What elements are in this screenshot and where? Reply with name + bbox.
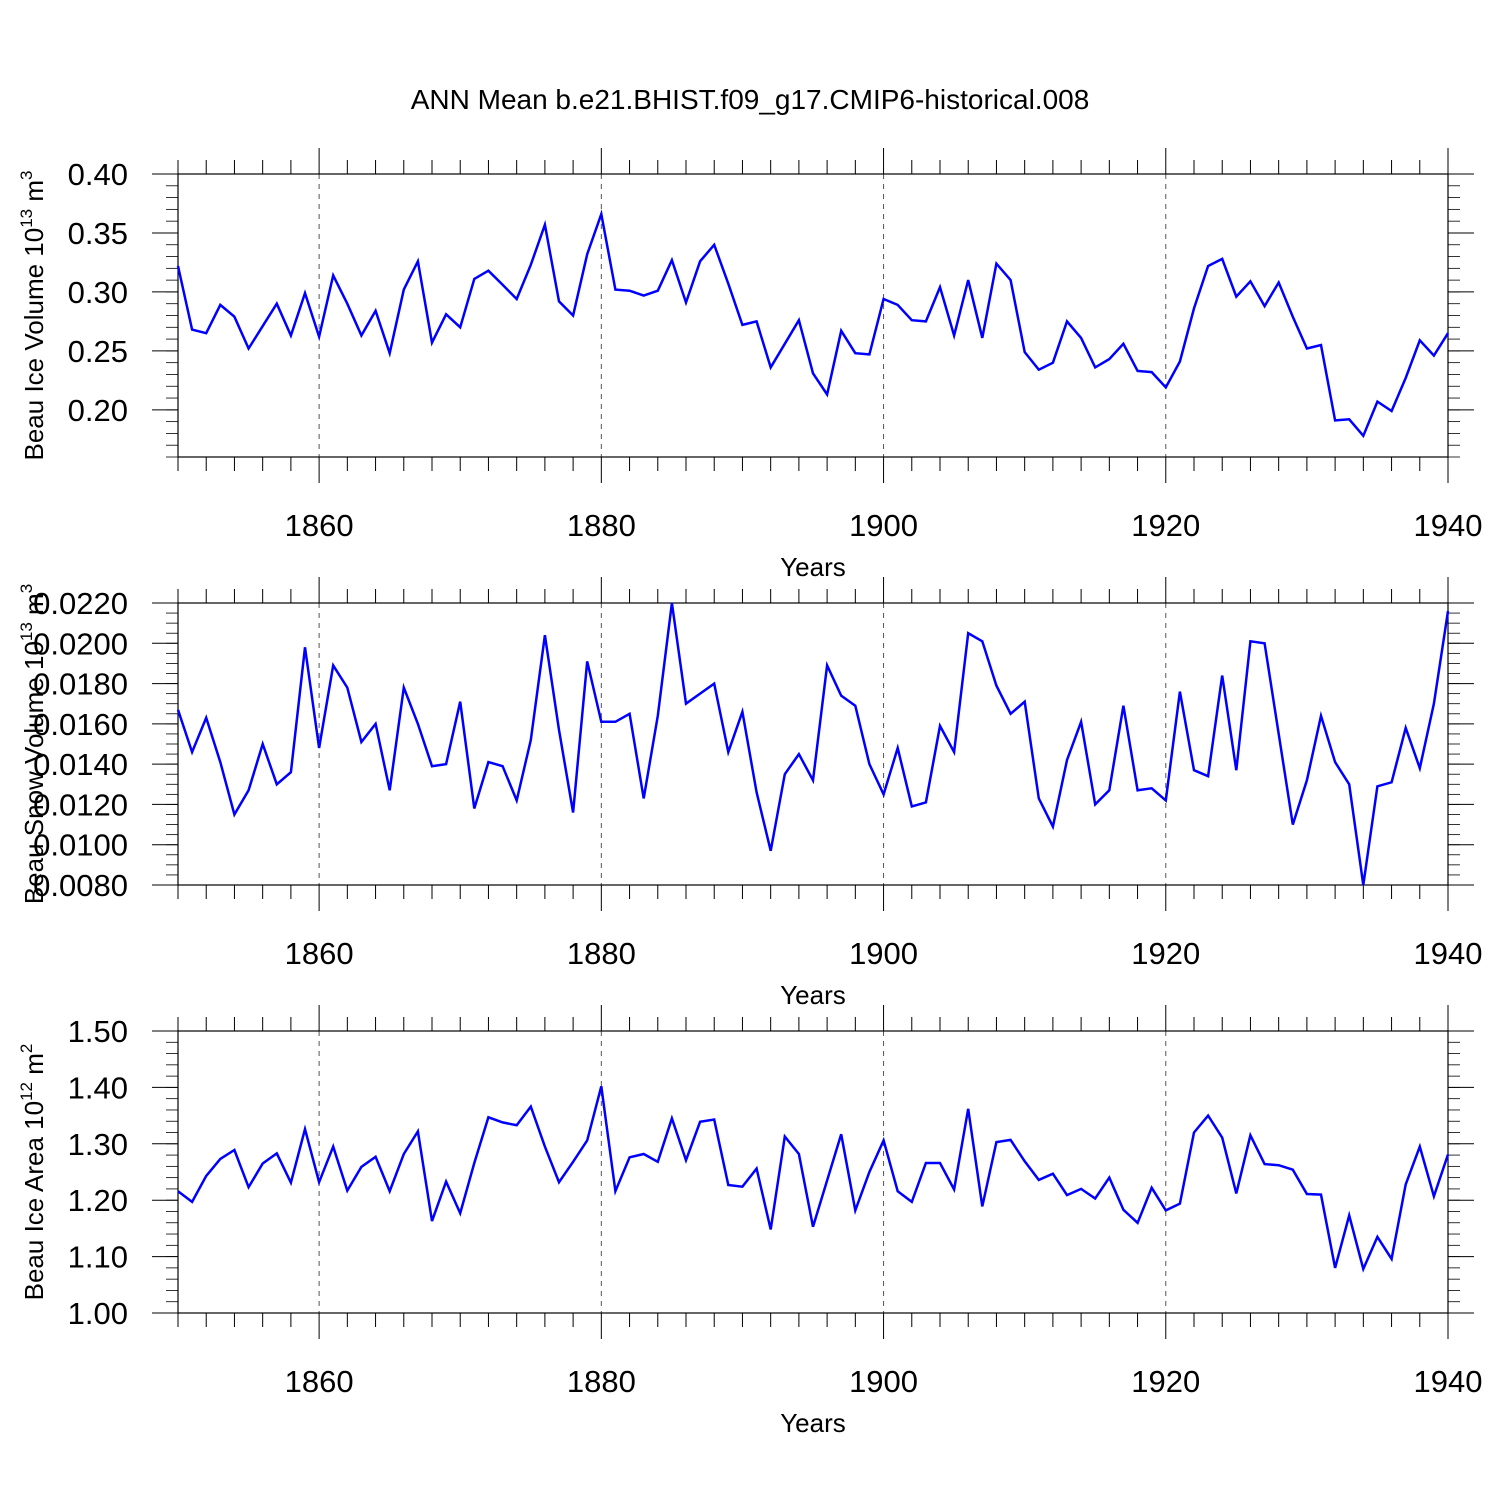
x-tick-label: 1900 [849,1364,918,1399]
x-axis-label: Years [780,980,846,1010]
y-tick-label: 0.0160 [33,707,128,742]
y-tick-label: 0.30 [68,275,128,310]
figure-title: ANN Mean b.e21.BHIST.f09_g17.CMIP6-histo… [410,84,1090,115]
y-axis-label-part: m [19,593,49,622]
y-tick-label: 0.0140 [33,747,128,782]
y-tick-label: 0.25 [68,334,128,369]
chart-panel-1: 0.20 0.25 0.30 0.35 0.40 1860 1880 1900 1920 1940… [17,148,1482,582]
x-tick-label: 1860 [285,936,354,971]
x-tick-label: 1920 [1131,936,1200,971]
x-axis-label: Years [780,552,846,582]
x-tick-label: 1940 [1414,936,1483,971]
y-axis-label-part: m [19,180,49,209]
y-tick-label: 0.0220 [33,586,128,621]
series-line-1 [176,209,1450,439]
x-tick-label: 1880 [567,508,636,543]
chart-panel-3: 1.00 1.10 1.20 1.30 1.40 1.50 1860 1880 1900 1920… [17,1005,1482,1438]
y-tick-label: 0.0080 [33,868,128,903]
y-axis-label: Beau Snow Volume 1013 m3 [17,584,49,904]
y-axis-label-part: Beau Ice Area 10 [19,1101,49,1300]
x-tick-label: 1920 [1131,1364,1200,1399]
x-tick-label: 1860 [285,1364,354,1399]
series-line-1 [177,1085,1450,1273]
plot-frame [177,1030,1449,1314]
y-axis-label-part: 12 [17,1082,36,1101]
y-axis-label-part: 13 [17,622,36,641]
y-axis-label: Beau Ice Area 1012 m2 [17,1044,49,1301]
x-tick-label: 1880 [567,936,636,971]
y-tick-label: 1.40 [68,1070,128,1105]
y-tick-label: 0.20 [68,393,128,428]
y-tick-label: 1.10 [68,1240,128,1275]
x-tick-label: 1900 [849,936,918,971]
y-axis-label-part: 2 [17,1044,36,1053]
y-tick-label: 0.0120 [33,787,128,822]
y-axis-label-part: 13 [17,209,36,228]
y-tick-label: 0.0200 [33,626,128,661]
y-tick-label: 1.00 [68,1296,128,1331]
plot-frame [177,602,1449,886]
y-tick-label: 0.0180 [33,667,128,702]
x-axis-label: Years [780,1408,846,1438]
y-axis-label-part: m [19,1053,49,1082]
y-tick-label: 0.35 [68,216,128,251]
y-tick-label: 0.0100 [33,828,128,863]
y-tick-label: 1.20 [68,1183,128,1218]
x-tick-label: 1900 [849,508,918,543]
y-axis-label: Beau Ice Volume 1013 m3 [17,171,49,461]
x-tick-label: 1860 [285,508,354,543]
y-tick-label: 0.40 [68,157,128,192]
x-tick-label: 1940 [1414,1364,1483,1399]
y-tick-label: 1.30 [68,1127,128,1162]
chart-panel-2: 0.0080 0.0100 0.0120 0.0140 0.0160 0.0180 0.02… [17,577,1482,1010]
y-tick-label: 1.50 [68,1014,128,1049]
x-tick-label: 1880 [567,1364,636,1399]
series-line-1 [176,602,1450,886]
plot-frame [177,173,1449,458]
y-axis-label-part: 3 [17,171,36,180]
y-axis-label-part: 3 [17,584,36,593]
y-axis-label-part: Beau Snow Volume 10 [19,641,49,904]
x-tick-label: 1940 [1414,508,1483,543]
x-tick-label: 1920 [1131,508,1200,543]
y-axis-label-part: Beau Ice Volume 10 [19,228,49,461]
